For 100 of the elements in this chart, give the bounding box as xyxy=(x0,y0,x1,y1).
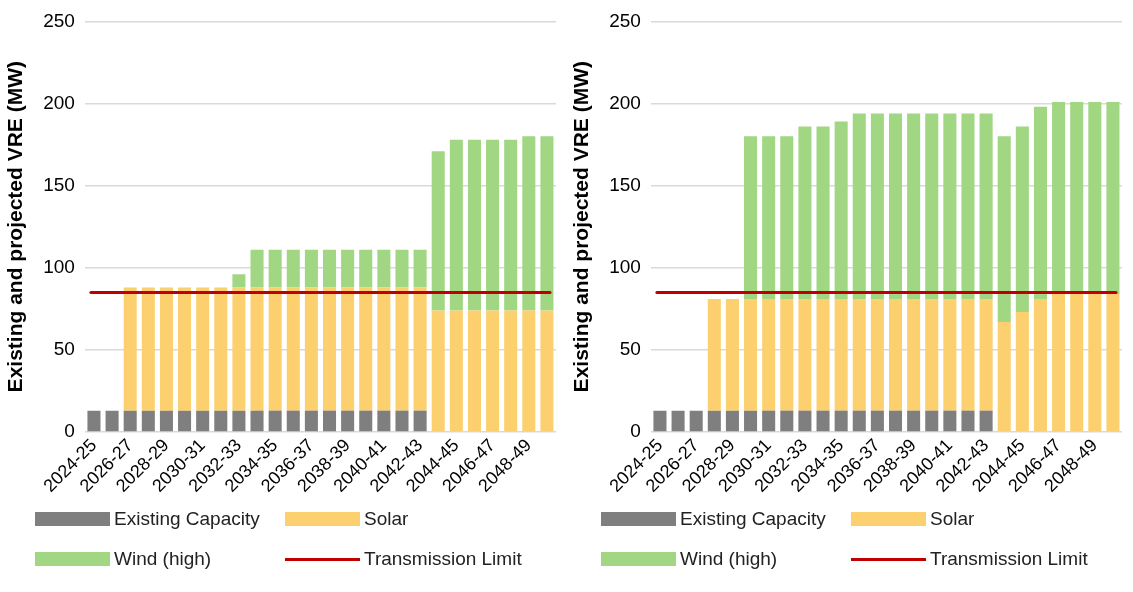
y-tick-label: 200 xyxy=(609,91,641,113)
bar xyxy=(798,298,812,411)
bar xyxy=(1106,101,1120,295)
bar xyxy=(725,410,739,432)
bar xyxy=(943,410,957,432)
legend-label: Solar xyxy=(364,508,409,530)
bar xyxy=(540,310,554,432)
bar xyxy=(870,410,884,432)
bar xyxy=(377,287,391,411)
bar xyxy=(322,249,337,288)
bar xyxy=(232,410,246,432)
bar xyxy=(341,249,355,288)
bar xyxy=(943,113,957,299)
bar xyxy=(762,298,776,411)
bar xyxy=(413,287,427,411)
y-tick-label: 100 xyxy=(609,256,641,277)
bar xyxy=(1052,294,1066,432)
bar xyxy=(214,410,228,432)
y-tick-label: 50 xyxy=(53,338,75,360)
bar xyxy=(961,298,975,411)
bar xyxy=(268,287,282,411)
bar xyxy=(522,310,536,432)
y-tick-label: 200 xyxy=(43,91,75,113)
bar xyxy=(762,410,776,432)
bar xyxy=(979,410,993,432)
bar xyxy=(540,136,554,311)
bar xyxy=(159,410,173,432)
bar xyxy=(322,287,337,411)
bar xyxy=(178,410,192,432)
bar xyxy=(834,410,848,432)
bar xyxy=(707,298,721,411)
legend-label: Existing Capacity xyxy=(114,508,260,530)
bar xyxy=(780,298,794,411)
bar xyxy=(504,139,518,311)
bar xyxy=(762,136,776,299)
bar xyxy=(196,410,210,432)
bar xyxy=(888,410,903,432)
bar xyxy=(377,410,391,432)
bar xyxy=(486,310,500,432)
bar xyxy=(286,410,300,432)
bar xyxy=(907,298,921,411)
bar xyxy=(395,249,409,288)
bar xyxy=(780,410,794,432)
bar xyxy=(359,249,373,288)
bar xyxy=(449,139,463,311)
bar xyxy=(232,287,246,411)
bar xyxy=(997,321,1011,432)
bar xyxy=(413,410,427,432)
bar xyxy=(925,410,939,432)
legend-label: Wind (high) xyxy=(114,548,212,570)
y-tick-label: 0 xyxy=(630,420,641,442)
bar xyxy=(979,298,993,411)
bar xyxy=(888,113,903,299)
bar xyxy=(359,410,373,432)
bar xyxy=(816,126,830,299)
bar xyxy=(87,410,101,432)
bar xyxy=(997,136,1011,322)
bar xyxy=(870,113,884,299)
bar xyxy=(123,287,137,411)
bar xyxy=(744,298,758,411)
bar xyxy=(1015,312,1029,432)
bar xyxy=(852,410,866,432)
bar xyxy=(852,298,866,411)
bar xyxy=(377,249,391,288)
bar xyxy=(1033,298,1047,432)
bar xyxy=(268,249,282,288)
legend-label: Wind (high) xyxy=(680,548,778,570)
bar xyxy=(250,287,264,411)
bar xyxy=(232,274,246,288)
bar xyxy=(141,287,155,411)
bar xyxy=(304,249,318,288)
y-tick-label: 0 xyxy=(64,420,75,442)
bar xyxy=(925,113,939,299)
bar xyxy=(907,113,921,299)
y-tick-label: 150 xyxy=(43,173,75,195)
bar xyxy=(1033,106,1047,299)
bar xyxy=(159,287,173,411)
bar xyxy=(653,410,667,432)
legend-label: Existing Capacity xyxy=(680,508,826,530)
bar xyxy=(123,410,137,432)
y-axis-title: Existing and projected VRE (MW) xyxy=(3,61,27,393)
bar xyxy=(395,410,409,432)
y-tick-label: 150 xyxy=(609,173,641,195)
bar xyxy=(852,113,866,299)
y-tick-label: 250 xyxy=(609,9,641,31)
bar xyxy=(816,410,830,432)
bar xyxy=(250,410,264,432)
bar xyxy=(304,410,318,432)
bar xyxy=(834,121,848,299)
bar xyxy=(816,298,830,411)
bar xyxy=(707,410,721,432)
y-axis-title: Existing and projected VRE (MW) xyxy=(569,61,593,393)
bar xyxy=(979,113,993,299)
bar xyxy=(870,298,884,411)
bar xyxy=(1070,294,1084,432)
bar xyxy=(1088,294,1102,432)
bar xyxy=(961,113,975,299)
bar xyxy=(286,249,300,288)
legend-label: Solar xyxy=(930,508,975,530)
bar xyxy=(943,298,957,411)
